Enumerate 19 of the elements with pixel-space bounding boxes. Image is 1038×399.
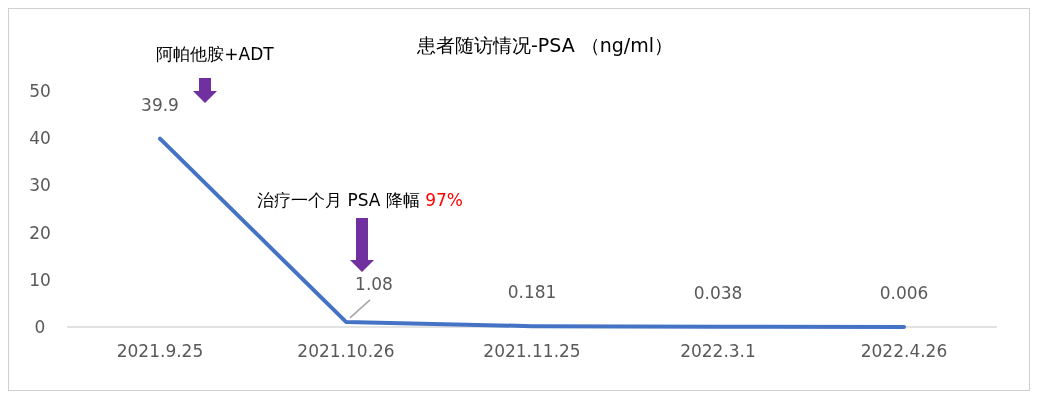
y-tick-label: 40	[29, 128, 51, 149]
x-tick-label: 2022.4.26	[860, 341, 948, 361]
x-tick-label: 2021.11.25	[483, 341, 581, 361]
y-tick-label: 30	[29, 175, 51, 196]
y-tick-label: 0	[34, 316, 46, 337]
y-tick-label: 50	[29, 80, 51, 101]
text: 阿帕他胺+ADT	[156, 44, 275, 64]
annotation: 治疗一个月 PSA 降幅 97%	[257, 190, 463, 210]
x-tick-label: 2021.10.26	[297, 341, 395, 361]
data-label: 39.9	[141, 94, 179, 115]
y-tick-label: 20	[29, 222, 51, 243]
x-tick-label: 2021.9.25	[116, 341, 204, 361]
y-tick-label: 10	[29, 269, 51, 290]
data-label: 0.038	[693, 282, 743, 303]
data-label: 1.08	[355, 273, 393, 294]
chart-title: 患者随访情况-PSA （ng/ml）	[415, 34, 674, 56]
data-label: 0.006	[879, 282, 929, 303]
x-tick-label: 2022.3.1	[680, 341, 756, 361]
data-label: 0.181	[507, 282, 557, 303]
